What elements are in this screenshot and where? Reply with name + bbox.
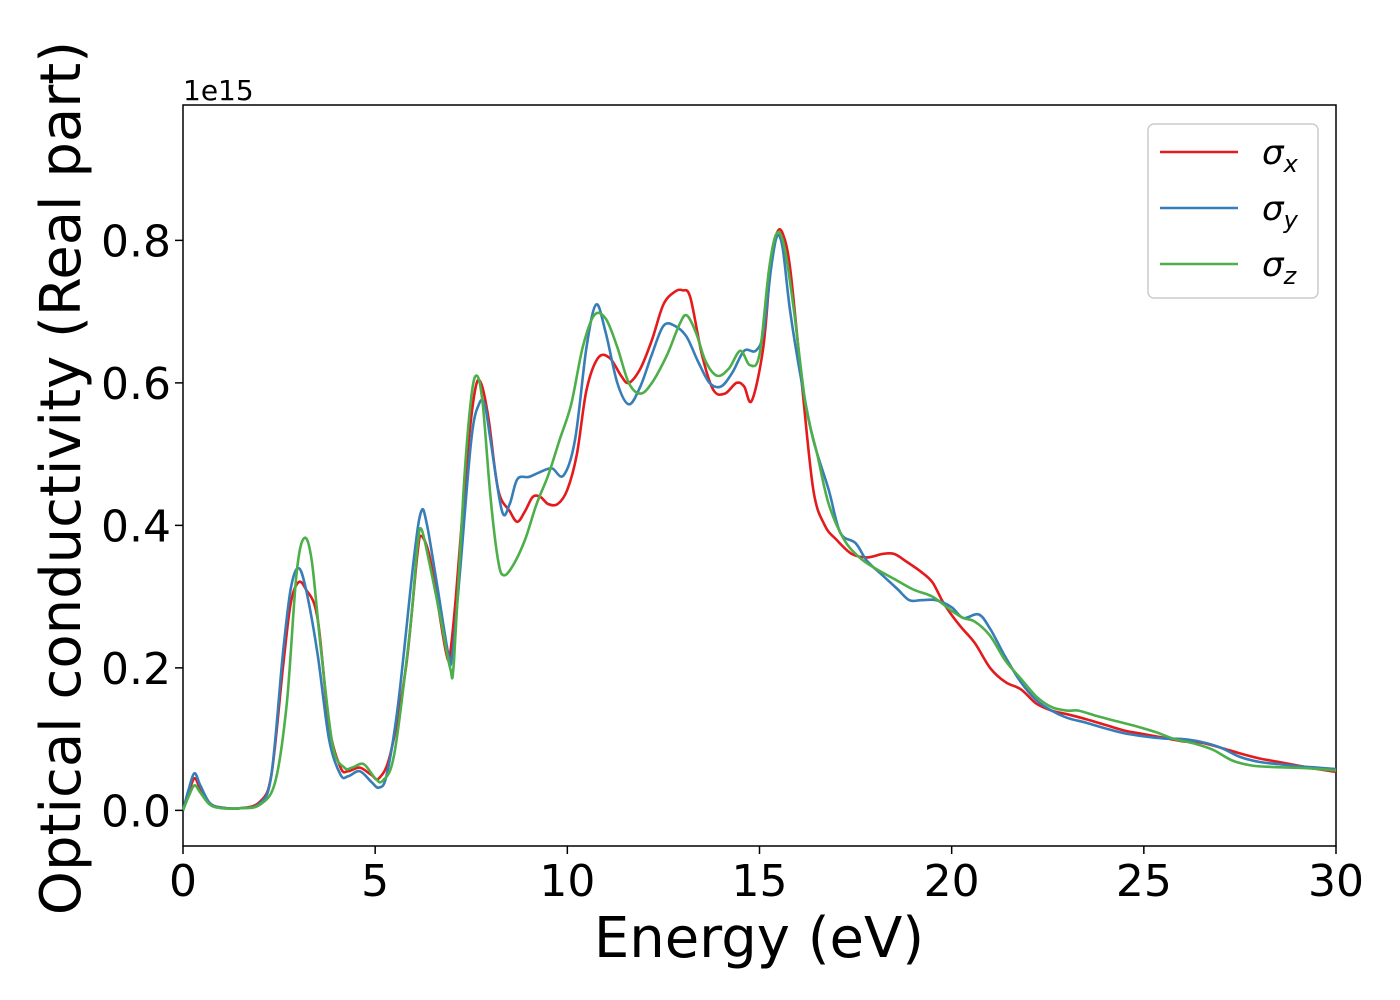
series-lines bbox=[181, 227, 1337, 811]
y-axis: 0.0 0.2 0.4 0.6 0.8 bbox=[101, 216, 183, 837]
x-axis: 0 5 10 15 20 25 30 bbox=[169, 846, 1364, 907]
y-tick-label: 0.4 bbox=[101, 501, 171, 552]
x-tick-label: 10 bbox=[539, 856, 595, 907]
series-line-z bbox=[181, 230, 1337, 811]
y-tick-label: 0.0 bbox=[101, 786, 171, 837]
x-tick-label: 30 bbox=[1308, 856, 1364, 907]
y-tick-label: 0.6 bbox=[101, 359, 171, 410]
x-axis-title: Energy (eV) bbox=[594, 906, 924, 971]
legend-box bbox=[1147, 123, 1319, 299]
plot-area bbox=[182, 104, 1337, 847]
x-tick-label: 15 bbox=[732, 856, 788, 907]
y-tick-label: 0.8 bbox=[101, 216, 171, 267]
series-line-y bbox=[181, 233, 1337, 811]
x-tick-label: 0 bbox=[169, 856, 197, 907]
x-tick-label: 25 bbox=[1116, 856, 1172, 907]
x-tick-label: 5 bbox=[361, 856, 389, 907]
series-line-x bbox=[181, 227, 1337, 811]
y-axis-title: Optical conductivity (Real part) bbox=[29, 41, 94, 915]
x-tick-label: 20 bbox=[924, 856, 980, 907]
y-tick-label: 0.2 bbox=[101, 644, 171, 695]
y-offset-label: 1e15 bbox=[183, 74, 254, 107]
